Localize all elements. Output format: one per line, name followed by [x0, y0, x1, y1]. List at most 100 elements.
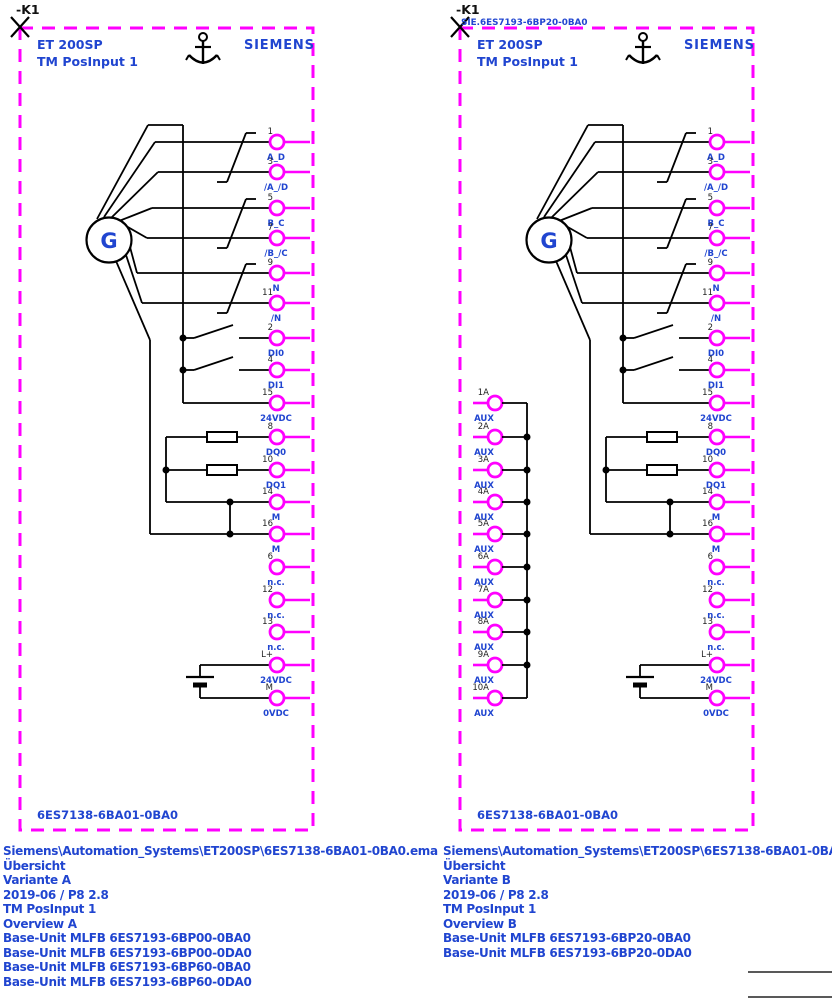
terminal-point	[486, 656, 504, 674]
terminal-point	[268, 623, 286, 641]
terminal-5: 5 B_C	[268, 193, 310, 229]
junction-dot	[523, 628, 531, 636]
terminal-label: AUX	[474, 448, 494, 458]
footer-line: 2019-06 / P8 2.8	[443, 887, 549, 902]
wire	[666, 198, 687, 249]
junction-dot	[666, 498, 674, 506]
encoder-letter: G	[100, 229, 117, 253]
battery-icon	[626, 664, 710, 699]
wire	[193, 356, 234, 371]
terminal-point	[268, 329, 286, 347]
terminal-pin: 5	[708, 193, 713, 203]
terminal-point	[486, 591, 504, 609]
wire	[543, 141, 596, 218]
terminal-point	[268, 428, 286, 446]
terminal-pin: 3A	[478, 455, 489, 465]
anchor-icon	[185, 32, 221, 64]
terminal-pin: 8	[708, 422, 713, 432]
battery-icon	[186, 664, 270, 699]
terminal-label: AUX	[474, 611, 494, 621]
terminal-pin: 15	[262, 388, 273, 398]
terminal-label: M	[712, 545, 720, 555]
terminal-label: M	[712, 513, 720, 523]
wire	[633, 324, 674, 339]
terminal-label: /A_/D	[264, 183, 288, 193]
terminal-pin: 9A	[478, 650, 489, 660]
terminal-pin: 7	[268, 223, 273, 233]
terminal-point	[486, 428, 504, 446]
terminal-label: AUX	[474, 414, 494, 424]
switch-contact-symbol	[619, 324, 710, 342]
footer-line: Siemens\Automation_Systems\ET200SP\6ES71…	[3, 844, 438, 858]
junction-dot	[523, 466, 531, 474]
wire	[10, 16, 30, 38]
terminal-1: 1 A_D	[267, 127, 310, 163]
wire	[558, 207, 593, 222]
terminal-point	[708, 133, 726, 151]
terminal-pin: 3	[268, 157, 273, 167]
wire	[666, 132, 687, 183]
terminal-pin: 8	[268, 422, 273, 432]
wire	[565, 225, 588, 239]
terminal-pin: 13	[262, 617, 273, 627]
terminal-label: n.c.	[267, 643, 285, 653]
terminal-2: 2 DI0	[708, 323, 750, 359]
terminal-label: A_D	[707, 153, 725, 163]
terminal-point	[486, 493, 504, 511]
anchor-icon	[625, 32, 661, 64]
terminal-16: 16 M	[702, 519, 750, 555]
terminal-pin: L+	[701, 650, 713, 660]
terminal-pin: 2	[268, 323, 273, 333]
junction-dot	[523, 433, 531, 441]
wire	[536, 124, 589, 220]
terminal-13: 13 n.c.	[262, 617, 310, 653]
terminal-label: AUX	[474, 709, 494, 719]
wire	[625, 54, 630, 61]
terminal-label: B_C	[708, 219, 725, 229]
resistor-symbol	[606, 431, 710, 443]
wire	[555, 260, 591, 341]
terminal-8: 8 DQ0	[266, 422, 310, 458]
terminal-pin: 16	[262, 519, 273, 529]
terminal-pin: L+	[261, 650, 273, 660]
sheet-frame-lines	[748, 971, 832, 998]
terminal-point	[268, 294, 286, 312]
terminal-4A: 4A AUX	[473, 487, 531, 523]
wire	[633, 356, 674, 371]
junction-dot	[226, 530, 234, 538]
wire	[115, 260, 151, 341]
terminal-label: DQ0	[266, 448, 286, 458]
module-border	[18, 26, 315, 832]
junction-dot	[523, 661, 531, 669]
terminal-10A: 10A AUX	[472, 683, 527, 719]
module-name-label: TM PosInput 1	[477, 54, 578, 69]
wire	[216, 54, 221, 61]
footer-line: Base-Unit MLFB 6ES7193-6BP60-0DA0	[3, 974, 252, 989]
terminal-pin: 6	[268, 552, 273, 562]
terminal-pin: 1A	[478, 388, 489, 398]
terminal-label: M	[272, 513, 280, 523]
terminal-label: /N	[711, 314, 721, 324]
wire	[226, 132, 247, 183]
terminal-point	[708, 329, 726, 347]
terminal-label: DI1	[268, 381, 284, 391]
terminal-3: 3/A_/D	[704, 157, 750, 193]
terminal-pin: 12	[702, 585, 713, 595]
encoder-symbol: G	[85, 216, 133, 264]
terminal-12: 12 n.c.	[702, 585, 750, 621]
terminal-14: 14 M	[262, 487, 310, 523]
terminal-1: 1 A_D	[707, 127, 750, 163]
terminal-label: DI0	[708, 349, 724, 359]
terminal-12: 12 n.c.	[262, 585, 310, 621]
terminal-point	[708, 229, 726, 247]
terminal-point	[708, 689, 726, 707]
terminal-pin: 7A	[478, 585, 489, 595]
terminal-point	[268, 493, 286, 511]
wire	[193, 324, 234, 339]
terminal-point	[708, 493, 726, 511]
terminal-L+: L+ 24VDC	[700, 650, 750, 686]
terminal-point	[708, 428, 726, 446]
footer-line: Base-Unit MLFB 6ES7193-6BP00-0BA0	[3, 931, 251, 945]
